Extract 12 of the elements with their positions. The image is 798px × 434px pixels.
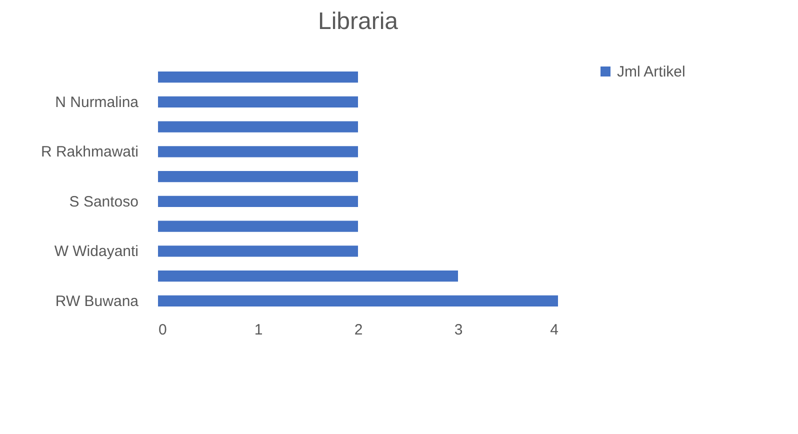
y-tick-label: R Rakhmawati — [40, 144, 138, 161]
y-tick-label: N Nurmalina — [55, 94, 140, 111]
x-tick-label: 0 — [158, 322, 167, 338]
y-tick-label: S Santoso — [69, 193, 138, 210]
x-tick-label: 3 — [454, 322, 463, 338]
x-tick-label: 1 — [254, 322, 263, 338]
legend-label: Jml Artikel — [617, 64, 686, 80]
x-tick-label: 4 — [550, 322, 558, 338]
x-tick-label: 2 — [354, 322, 363, 338]
chart-title: Libraria — [318, 8, 399, 35]
y-tick-label: W Widayanti — [54, 243, 138, 260]
y-tick-label: RW Buwana — [55, 292, 140, 310]
